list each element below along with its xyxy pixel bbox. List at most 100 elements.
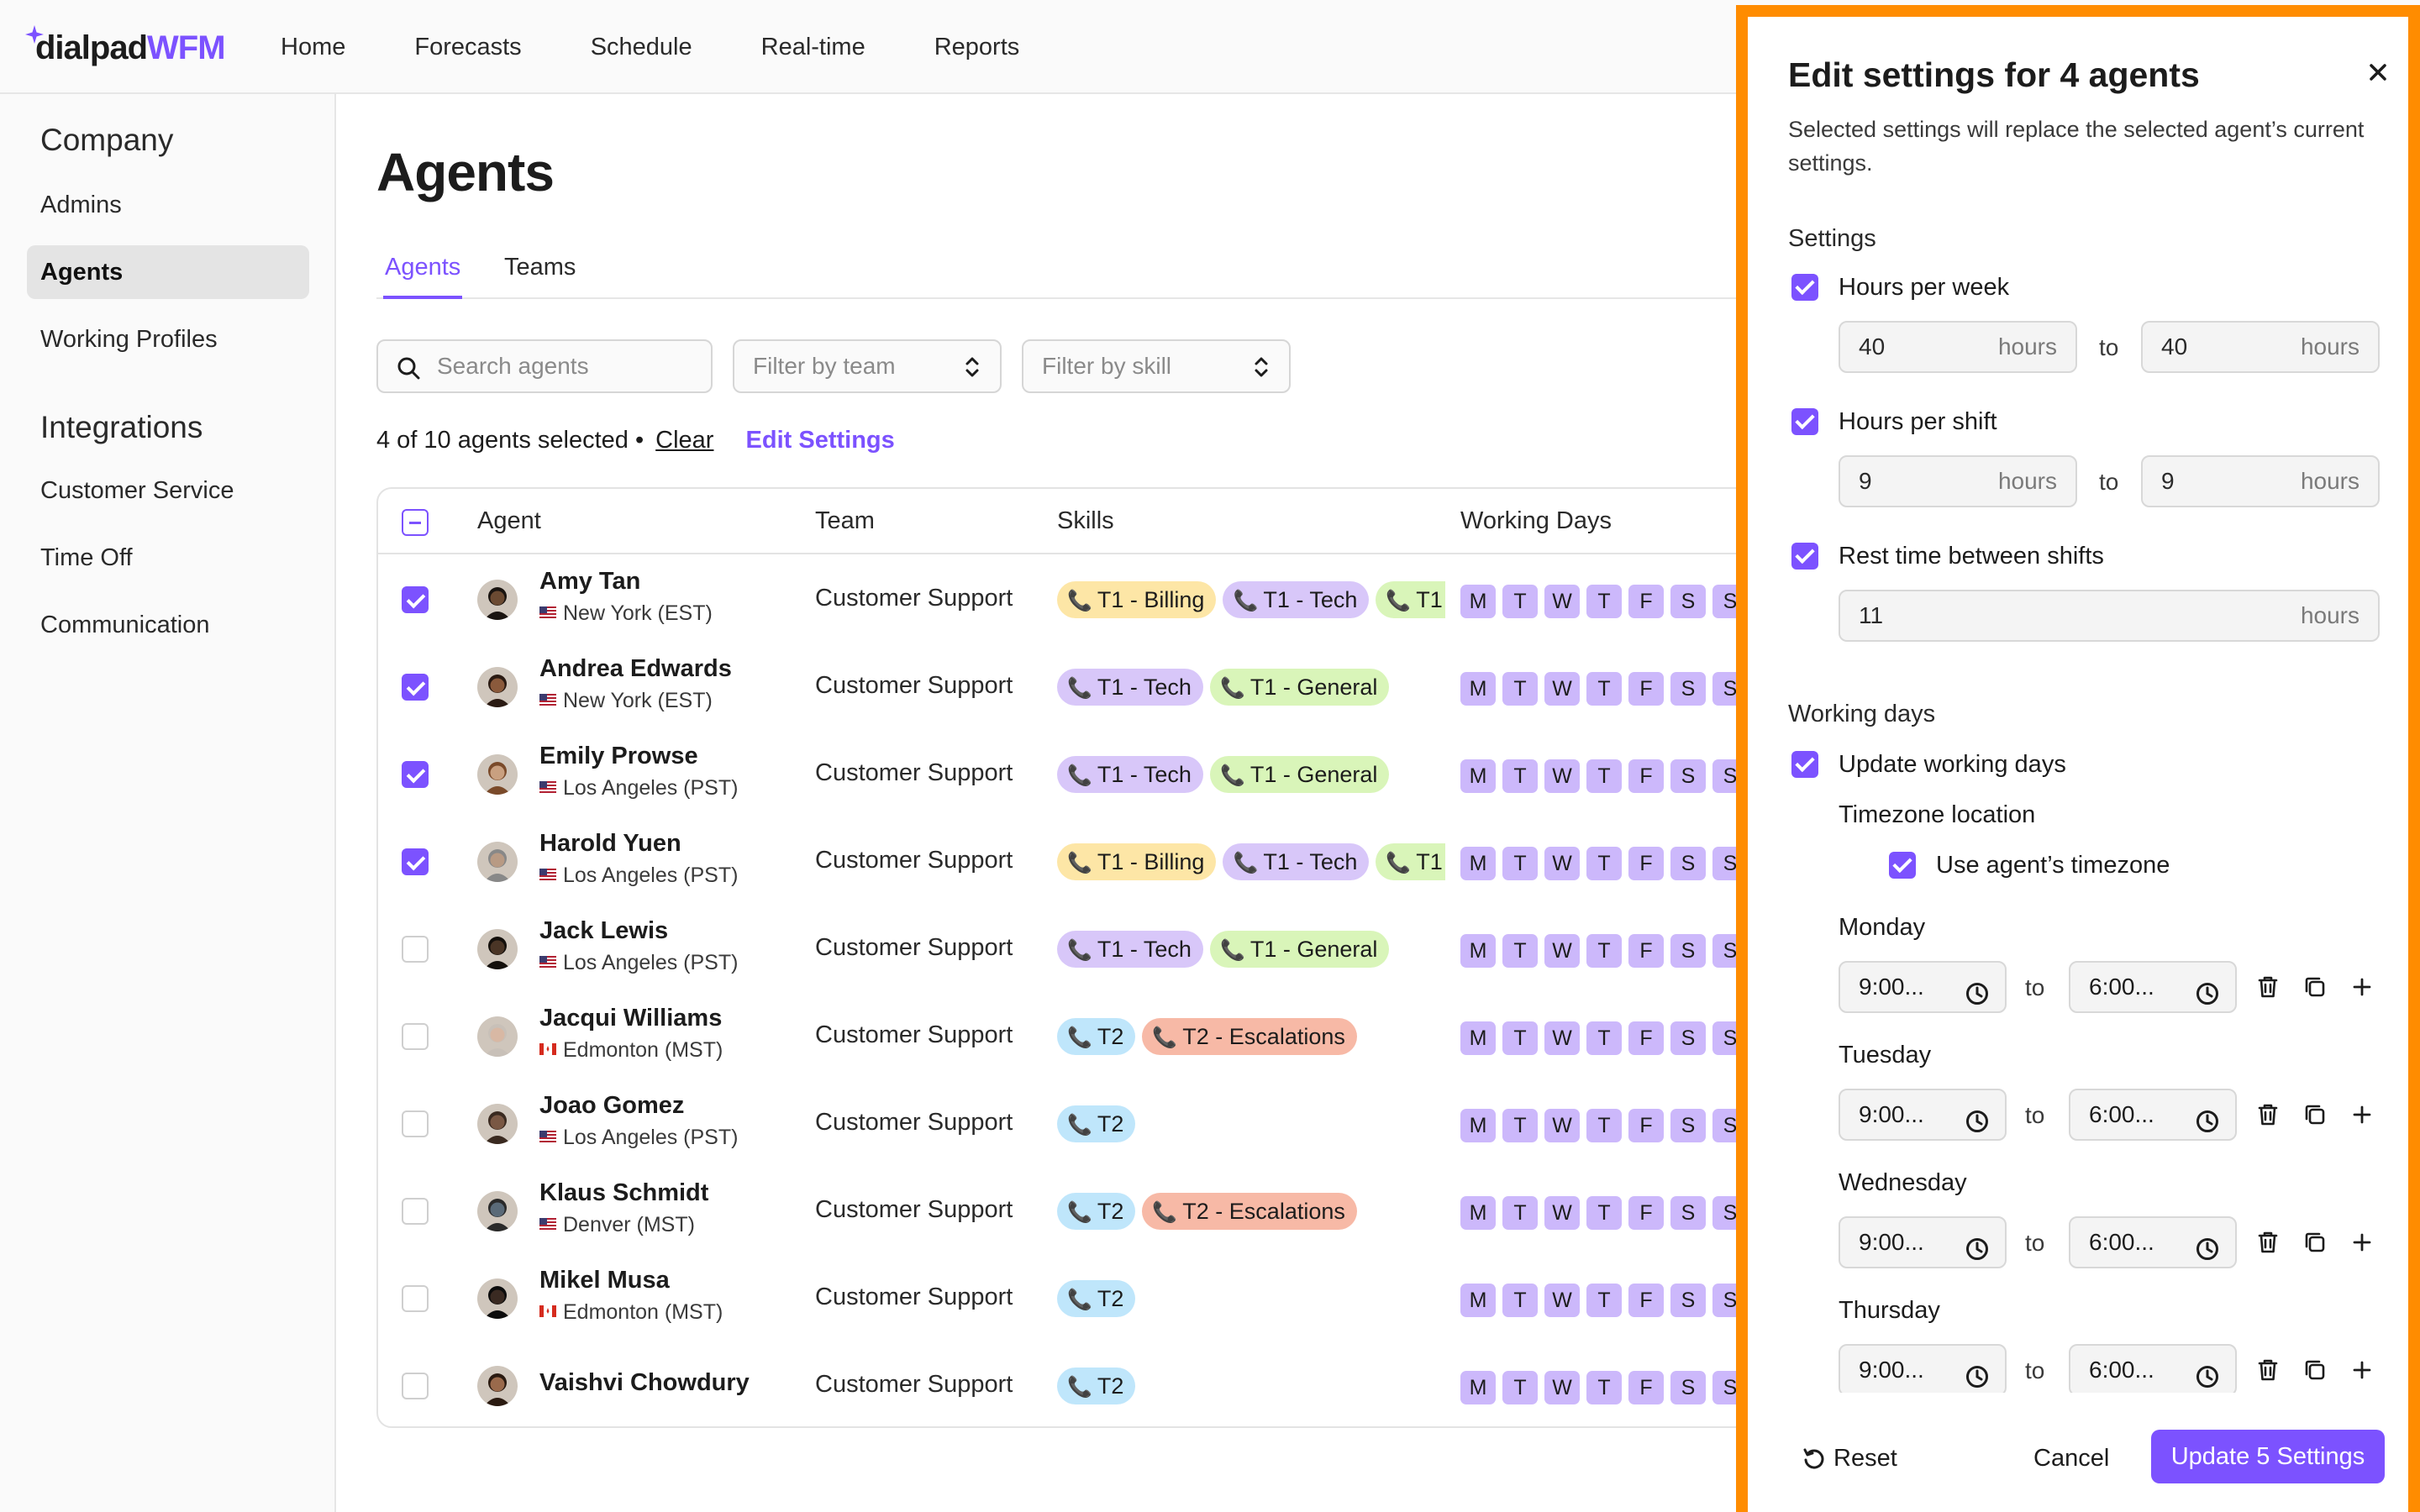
row-checkbox[interactable]	[402, 586, 429, 613]
start-time-input[interactable]: 9:00...	[1839, 961, 2007, 1013]
trash-icon[interactable]	[2254, 1356, 2282, 1384]
copy-icon[interactable]	[2301, 1356, 2329, 1384]
agent-name[interactable]: Emily Prowse	[539, 743, 698, 769]
skill-chip[interactable]: 📞 T1 - Tech	[1057, 931, 1203, 968]
sidebar-item-communication[interactable]: Communication	[40, 612, 210, 638]
skill-chip[interactable]: 📞 T2 - Escalations	[1142, 1018, 1357, 1055]
hours-per-shift-from-input[interactable]: 9 hours	[1839, 455, 2077, 507]
sidebar-item-working-profiles[interactable]: Working Profiles	[40, 326, 218, 353]
skill-chip[interactable]: 📞 T2	[1057, 1193, 1136, 1230]
column-header-skills[interactable]: Skills	[1057, 507, 1114, 534]
select-all-checkbox[interactable]	[402, 509, 429, 536]
agent-name[interactable]: Mikel Musa	[539, 1267, 670, 1294]
skill-chip[interactable]: 📞 T1 - Tech	[1057, 756, 1203, 793]
clear-selection-link[interactable]: Clear	[655, 427, 714, 454]
copy-icon[interactable]	[2301, 973, 2329, 1001]
table-row[interactable]: Jack Lewis Los Angeles (PST) Customer Supp…	[378, 906, 1803, 993]
skill-chip[interactable]: 📞 T2	[1057, 1280, 1136, 1317]
table-row[interactable]: Klaus Schmidt Denver (MST) Customer Suppor…	[378, 1168, 1803, 1255]
row-checkbox[interactable]	[402, 1285, 429, 1312]
plus-icon[interactable]	[2348, 1356, 2376, 1384]
table-row[interactable]: Emily Prowse Los Angeles (PST) Customer Su…	[378, 731, 1803, 818]
trash-icon[interactable]	[2254, 1100, 2282, 1129]
row-checkbox[interactable]	[402, 674, 429, 701]
hours-per-shift-checkbox[interactable]	[1791, 408, 1818, 435]
nav-forecasts[interactable]: Forecasts	[414, 34, 522, 60]
search-input[interactable]: Search agents	[376, 339, 713, 393]
plus-icon[interactable]	[2348, 973, 2376, 1001]
sidebar-item-customer-service[interactable]: Customer Service	[40, 477, 234, 504]
end-time-input[interactable]: 6:00...	[2069, 1216, 2237, 1268]
sidebar-item-agents[interactable]: Agents	[27, 245, 309, 299]
hours-per-week-checkbox[interactable]	[1791, 274, 1818, 301]
row-checkbox[interactable]	[402, 1373, 429, 1399]
column-header-agent[interactable]: Agent	[477, 507, 541, 534]
skill-chip[interactable]: 📞 T2	[1057, 1105, 1136, 1142]
end-time-input[interactable]: 6:00...	[2069, 961, 2237, 1013]
rest-time-input[interactable]: 11 hours	[1839, 590, 2380, 642]
nav-schedule[interactable]: Schedule	[590, 34, 692, 60]
update-settings-button[interactable]: Update 5 Settings	[2151, 1430, 2385, 1483]
edit-settings-link[interactable]: Edit Settings	[745, 427, 895, 454]
hours-per-week-to-input[interactable]: 40 hours	[2141, 321, 2380, 373]
table-row[interactable]: Mikel Musa Edmonton (MST) Customer Support…	[378, 1255, 1803, 1342]
agent-name[interactable]: Vaishvi Chowdury	[539, 1369, 750, 1396]
agent-name[interactable]: Jacqui Williams	[539, 1005, 723, 1032]
agent-name[interactable]: Amy Tan	[539, 568, 641, 595]
dialpad-wfm-logo[interactable]: dialpad WFM	[25, 25, 226, 71]
reset-button[interactable]: Reset	[1802, 1445, 1897, 1473]
agent-name[interactable]: Andrea Edwards	[539, 655, 732, 682]
row-checkbox[interactable]	[402, 1198, 429, 1225]
agent-name[interactable]: Harold Yuen	[539, 830, 681, 857]
row-checkbox[interactable]	[402, 1023, 429, 1050]
sidebar-item-time-off[interactable]: Time Off	[40, 544, 133, 571]
update-working-days-checkbox[interactable]	[1791, 751, 1818, 778]
skill-chip[interactable]: 📞 T1 - Billing	[1057, 843, 1217, 880]
skill-chip[interactable]: 📞 T2	[1057, 1018, 1136, 1055]
hours-per-week-from-input[interactable]: 40 hours	[1839, 321, 2077, 373]
skill-chip[interactable]: 📞 T2	[1057, 1368, 1136, 1404]
copy-icon[interactable]	[2301, 1228, 2329, 1257]
start-time-input[interactable]: 9:00...	[1839, 1344, 2007, 1396]
agent-name[interactable]: Jack Lewis	[539, 917, 669, 944]
row-checkbox[interactable]	[402, 1110, 429, 1137]
close-icon[interactable]	[2361, 55, 2395, 89]
skill-chip[interactable]: 📞T1 - General	[1376, 843, 1445, 880]
skill-chip[interactable]: 📞 T1 - Tech	[1057, 669, 1203, 706]
column-header-team[interactable]: Team	[815, 507, 875, 534]
agent-name[interactable]: Klaus Schmidt	[539, 1179, 709, 1206]
skill-chip[interactable]: 📞T1 - General	[1209, 931, 1390, 968]
skill-chip[interactable]: 📞T1 - General	[1209, 669, 1390, 706]
row-checkbox[interactable]	[402, 761, 429, 788]
filter-skill-select[interactable]: Filter by skill	[1022, 339, 1291, 393]
plus-icon[interactable]	[2348, 1228, 2376, 1257]
cancel-button[interactable]: Cancel	[2033, 1445, 2110, 1472]
use-agent-timezone-checkbox[interactable]	[1889, 852, 1916, 879]
table-row[interactable]: Andrea Edwards New York (EST) Customer Sup…	[378, 643, 1803, 731]
nav-real-time[interactable]: Real-time	[760, 34, 865, 60]
agent-name[interactable]: Joao Gomez	[539, 1092, 685, 1119]
table-row[interactable]: Harold Yuen Los Angeles (PST) Customer Sup…	[378, 818, 1803, 906]
nav-reports[interactable]: Reports	[934, 34, 1020, 60]
filter-team-select[interactable]: Filter by team	[733, 339, 1002, 393]
table-row[interactable]: Jacqui Williams Edmonton (MST) Customer Su…	[378, 993, 1803, 1080]
skill-chip[interactable]: 📞T1 - General	[1376, 581, 1445, 618]
rest-time-checkbox[interactable]	[1791, 543, 1818, 570]
tab-agents[interactable]: Agents	[383, 254, 463, 299]
row-checkbox[interactable]	[402, 936, 429, 963]
end-time-input[interactable]: 6:00...	[2069, 1089, 2237, 1141]
start-time-input[interactable]: 9:00...	[1839, 1089, 2007, 1141]
table-row[interactable]: Vaishvi Chowdury Customer Support 📞 T2 M T W T F…	[378, 1342, 1803, 1426]
start-time-input[interactable]: 9:00...	[1839, 1216, 2007, 1268]
row-checkbox[interactable]	[402, 848, 429, 875]
trash-icon[interactable]	[2254, 1228, 2282, 1257]
table-row[interactable]: Amy Tan New York (EST) Customer Support 📞 T1…	[378, 556, 1803, 643]
trash-icon[interactable]	[2254, 973, 2282, 1001]
skill-chip[interactable]: 📞 T2 - Escalations	[1142, 1193, 1357, 1230]
sidebar-item-admins[interactable]: Admins	[40, 192, 122, 218]
skill-chip[interactable]: 📞 T1 - Billing	[1057, 581, 1217, 618]
skill-chip[interactable]: 📞T1 - General	[1209, 756, 1390, 793]
tab-teams[interactable]: Teams	[504, 254, 576, 281]
skill-chip[interactable]: 📞 T1 - Tech	[1223, 843, 1370, 880]
skill-chip[interactable]: 📞 T1 - Tech	[1223, 581, 1370, 618]
